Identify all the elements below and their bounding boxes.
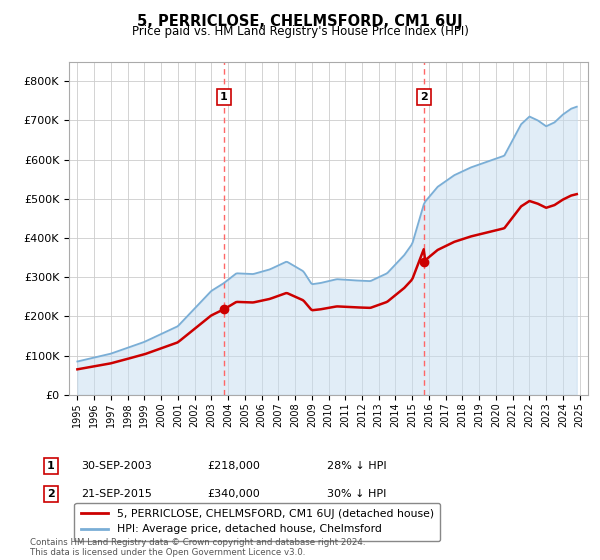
Text: 5, PERRICLOSE, CHELMSFORD, CM1 6UJ: 5, PERRICLOSE, CHELMSFORD, CM1 6UJ xyxy=(137,14,463,29)
Text: 30% ↓ HPI: 30% ↓ HPI xyxy=(327,489,386,499)
Text: 1: 1 xyxy=(220,92,228,102)
Text: 1: 1 xyxy=(47,461,55,471)
Legend: 5, PERRICLOSE, CHELMSFORD, CM1 6UJ (detached house), HPI: Average price, detache: 5, PERRICLOSE, CHELMSFORD, CM1 6UJ (deta… xyxy=(74,502,440,541)
Text: 2: 2 xyxy=(421,92,428,102)
Text: 2: 2 xyxy=(47,489,55,499)
Text: 21-SEP-2015: 21-SEP-2015 xyxy=(81,489,152,499)
Text: £218,000: £218,000 xyxy=(207,461,260,471)
Text: 28% ↓ HPI: 28% ↓ HPI xyxy=(327,461,386,471)
Text: 30-SEP-2003: 30-SEP-2003 xyxy=(81,461,152,471)
Text: Contains HM Land Registry data © Crown copyright and database right 2024.
This d: Contains HM Land Registry data © Crown c… xyxy=(30,538,365,557)
Text: £340,000: £340,000 xyxy=(207,489,260,499)
Text: Price paid vs. HM Land Registry's House Price Index (HPI): Price paid vs. HM Land Registry's House … xyxy=(131,25,469,38)
